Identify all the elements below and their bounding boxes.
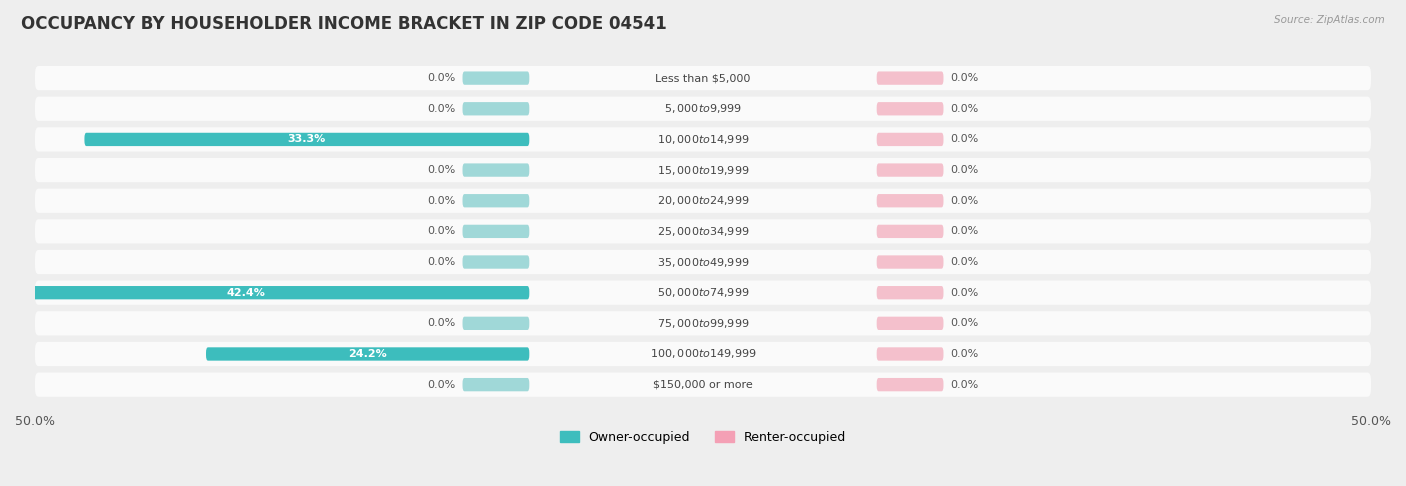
- FancyBboxPatch shape: [84, 133, 529, 146]
- FancyBboxPatch shape: [35, 219, 1371, 243]
- Text: OCCUPANCY BY HOUSEHOLDER INCOME BRACKET IN ZIP CODE 04541: OCCUPANCY BY HOUSEHOLDER INCOME BRACKET …: [21, 15, 666, 33]
- Text: $100,000 to $149,999: $100,000 to $149,999: [650, 347, 756, 361]
- FancyBboxPatch shape: [877, 347, 943, 361]
- FancyBboxPatch shape: [463, 71, 529, 85]
- FancyBboxPatch shape: [35, 280, 1371, 305]
- FancyBboxPatch shape: [35, 342, 1371, 366]
- FancyBboxPatch shape: [35, 127, 1371, 152]
- Text: $25,000 to $34,999: $25,000 to $34,999: [657, 225, 749, 238]
- FancyBboxPatch shape: [877, 317, 943, 330]
- Text: 0.0%: 0.0%: [427, 226, 456, 236]
- Text: 0.0%: 0.0%: [950, 104, 979, 114]
- Text: $20,000 to $24,999: $20,000 to $24,999: [657, 194, 749, 207]
- FancyBboxPatch shape: [463, 194, 529, 208]
- FancyBboxPatch shape: [207, 347, 529, 361]
- Text: 42.4%: 42.4%: [226, 288, 266, 298]
- Text: 0.0%: 0.0%: [427, 73, 456, 83]
- Text: 0.0%: 0.0%: [950, 257, 979, 267]
- FancyBboxPatch shape: [877, 102, 943, 116]
- Text: $10,000 to $14,999: $10,000 to $14,999: [657, 133, 749, 146]
- Text: $15,000 to $19,999: $15,000 to $19,999: [657, 164, 749, 176]
- Text: 0.0%: 0.0%: [950, 349, 979, 359]
- Text: $75,000 to $99,999: $75,000 to $99,999: [657, 317, 749, 330]
- FancyBboxPatch shape: [35, 373, 1371, 397]
- FancyBboxPatch shape: [463, 255, 529, 269]
- FancyBboxPatch shape: [35, 97, 1371, 121]
- Text: 33.3%: 33.3%: [288, 135, 326, 144]
- Text: $5,000 to $9,999: $5,000 to $9,999: [664, 102, 742, 115]
- Text: Source: ZipAtlas.com: Source: ZipAtlas.com: [1274, 15, 1385, 25]
- Text: 0.0%: 0.0%: [950, 73, 979, 83]
- Text: 0.0%: 0.0%: [427, 196, 456, 206]
- FancyBboxPatch shape: [463, 163, 529, 177]
- Text: 0.0%: 0.0%: [950, 226, 979, 236]
- Text: $150,000 or more: $150,000 or more: [654, 380, 752, 390]
- FancyBboxPatch shape: [35, 189, 1371, 213]
- Text: 0.0%: 0.0%: [427, 165, 456, 175]
- Text: $50,000 to $74,999: $50,000 to $74,999: [657, 286, 749, 299]
- FancyBboxPatch shape: [877, 133, 943, 146]
- Text: 0.0%: 0.0%: [427, 380, 456, 390]
- FancyBboxPatch shape: [877, 163, 943, 177]
- FancyBboxPatch shape: [877, 255, 943, 269]
- FancyBboxPatch shape: [877, 225, 943, 238]
- FancyBboxPatch shape: [35, 250, 1371, 274]
- Text: $35,000 to $49,999: $35,000 to $49,999: [657, 256, 749, 269]
- Text: Less than $5,000: Less than $5,000: [655, 73, 751, 83]
- Text: 0.0%: 0.0%: [950, 196, 979, 206]
- Text: 0.0%: 0.0%: [950, 288, 979, 298]
- Text: 0.0%: 0.0%: [950, 318, 979, 329]
- FancyBboxPatch shape: [35, 66, 1371, 90]
- Text: 0.0%: 0.0%: [950, 135, 979, 144]
- FancyBboxPatch shape: [463, 225, 529, 238]
- Text: 0.0%: 0.0%: [427, 318, 456, 329]
- FancyBboxPatch shape: [35, 311, 1371, 335]
- FancyBboxPatch shape: [877, 194, 943, 208]
- FancyBboxPatch shape: [463, 317, 529, 330]
- FancyBboxPatch shape: [877, 71, 943, 85]
- Text: 0.0%: 0.0%: [427, 257, 456, 267]
- FancyBboxPatch shape: [463, 102, 529, 116]
- Legend: Owner-occupied, Renter-occupied: Owner-occupied, Renter-occupied: [555, 426, 851, 449]
- FancyBboxPatch shape: [0, 286, 529, 299]
- FancyBboxPatch shape: [463, 378, 529, 391]
- FancyBboxPatch shape: [877, 378, 943, 391]
- Text: 0.0%: 0.0%: [427, 104, 456, 114]
- FancyBboxPatch shape: [877, 286, 943, 299]
- Text: 0.0%: 0.0%: [950, 380, 979, 390]
- Text: 24.2%: 24.2%: [349, 349, 387, 359]
- FancyBboxPatch shape: [35, 158, 1371, 182]
- Text: 0.0%: 0.0%: [950, 165, 979, 175]
